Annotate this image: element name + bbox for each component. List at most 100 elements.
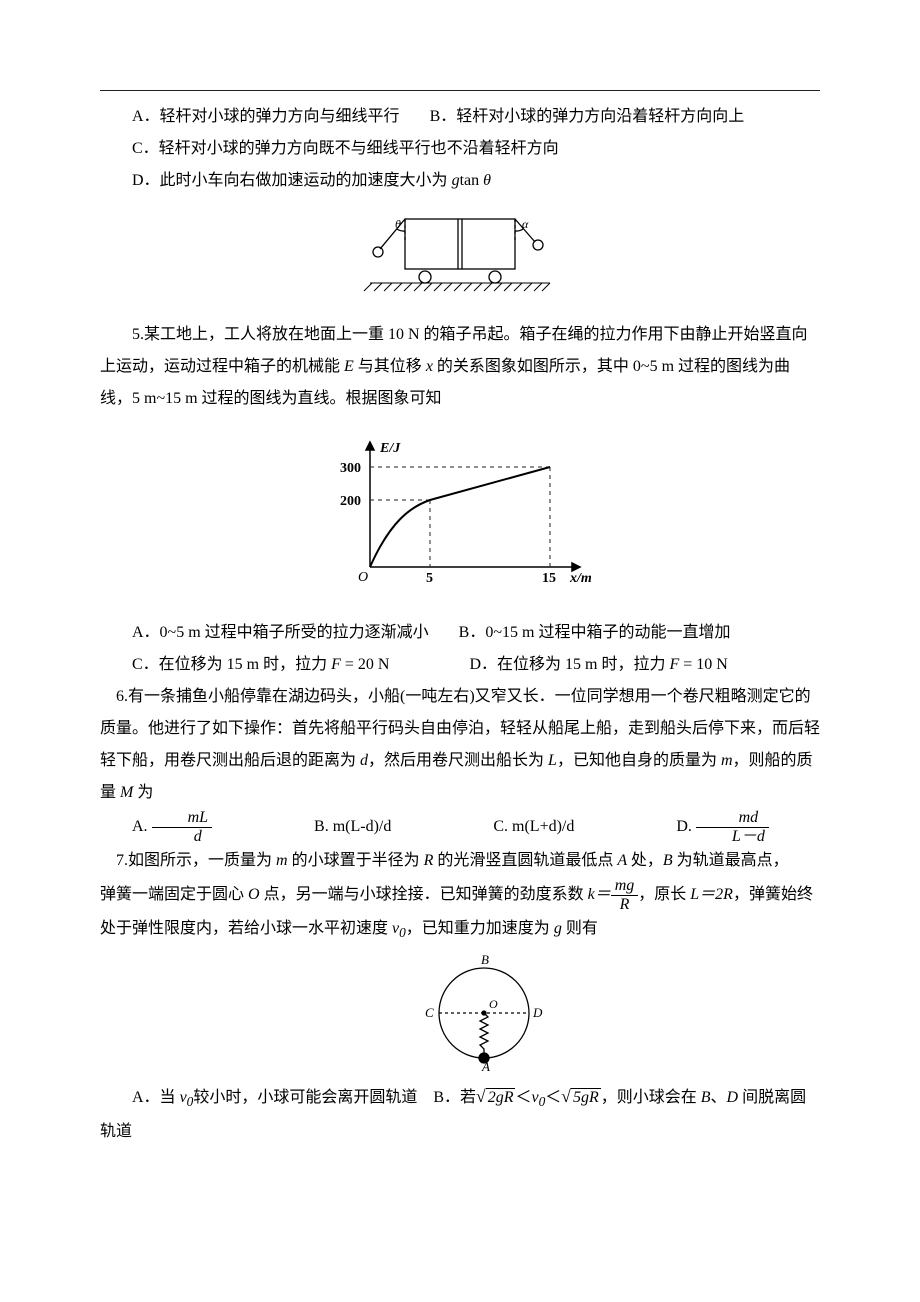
q4-d-theta: θ [483,172,491,189]
q4-opt-a: A．轻杆对小球的弹力方向与细线平行 [100,101,400,133]
q5-opts-row1: A．0~5 m 过程中箱子所受的拉力逐渐减小 B．0~15 m 过程中箱子的动能… [100,617,820,649]
q6-p5: 为 [137,784,153,801]
top-rule [100,90,820,91]
q5-c-f: F [331,656,345,673]
svg-text:O: O [489,997,498,1011]
q7-ob-s2: 5gR [571,1088,601,1106]
svg-text:5: 5 [426,571,433,586]
q7-p1b: 的小球置于半径为 [292,852,424,869]
q7-m: m [276,852,292,869]
svg-text:D: D [532,1005,543,1020]
q6-p3: ，已知他自身的质量为 [557,752,721,769]
q7-opts: A．当 v0较小时，小球可能会离开圆轨道 B．若√2gR＜v0＜√5gR，则小球… [100,1079,820,1148]
q4-diagram-wrap: θ α [100,209,820,299]
q6-m: m [721,752,733,769]
q7-p1e: 为轨道最高点， [677,852,789,869]
q6-opt-b: B. m(L-d)/d [282,811,391,843]
q4-opt-d: D．此时小车向右做加速运动的加速度大小为 gtan θ [100,165,820,197]
q4-cart-diagram: θ α [350,209,570,299]
q6-stem: 6.有一条捕鱼小船停靠在湖边码头，小船(一吨左右)又窄又长．一位同学想用一个卷尺… [100,681,820,809]
q5-chart: E/J x/m O 300 200 5 15 [310,427,610,597]
q6-d-den: L－d [696,828,769,846]
q6-d-num: md [696,809,769,828]
q5-opt-d: D．在位移为 15 m 时，拉力 F = 10 N [469,649,727,681]
q7-k: k＝ [588,886,611,903]
svg-text:300: 300 [340,461,361,476]
q5-stem: 5.某工地上，工人将放在地面上一重 10 N 的箱子吊起。箱子在绳的拉力作用下由… [100,319,820,415]
q7-oa-mid: 较小时，小球可能会离开圆轨道 [193,1089,417,1106]
q6-p2: ，然后用卷尺测出船长为 [368,752,548,769]
q7-p2a: 弹簧一端固定于圆心 [100,886,248,903]
q6-opt-c: C. m(L+d)/d [461,811,574,843]
q7-circle-diagram: B A C D O [419,953,549,1073]
q7-R: R [424,852,438,869]
q7-num: 7. [116,852,128,869]
q7-g: g [554,920,566,937]
q4-d-g: g [452,172,460,189]
q7-sub0: 0 [399,926,406,941]
q6-a-num: mL [152,809,212,828]
q7-Leq: L＝2R [690,886,733,903]
q6-M: M [120,784,137,801]
q4-opt-b: B．轻杆对小球的弹力方向沿着轻杆方向向上 [430,101,745,133]
q7-p1c: 的光滑竖直圆轨道最低点 [437,852,617,869]
q7-p2c: ，原长 [638,886,690,903]
q7-knum: mg [611,877,639,896]
q5-c-pre: C．在位移为 15 m 时，拉力 [132,656,331,673]
q7-p2b: 点，另一端与小球拴接．已知弹簧的劲度系数 [264,886,588,903]
q6-d-lab: D. [676,818,696,835]
q5-d-eq: = 10 N [683,656,728,673]
svg-text:B: B [481,953,489,967]
q7-p2f: 则有 [566,920,598,937]
q5-opt-c: C．在位移为 15 m 时，拉力 F = 20 N [100,649,389,681]
q7-oa-pre: A．当 [132,1089,180,1106]
q7-ob-s1: 2gR [486,1088,516,1106]
q7-kden: R [611,896,639,914]
q7-diagram-wrap: B A C D O [148,953,820,1073]
q7-oa-v: v [180,1089,187,1106]
q6-opts: A. mLd B. m(L-d)/d C. m(L+d)/d D. mdL－d [100,809,820,845]
q5-d-pre: D．在位移为 15 m 时，拉力 [469,656,669,673]
q7-ob-v: v [532,1089,539,1106]
q7-p1d: 处， [631,852,663,869]
q7-p1a: 如图所示，一质量为 [128,852,276,869]
q7-stem2: 弹簧一端固定于圆心 O 点，另一端与小球拴接．已知弹簧的劲度系数 k＝mgR，原… [100,877,820,947]
q6-num: 6. [116,688,128,705]
q7-ob-lt1: ＜ [515,1089,531,1106]
q6-a-lab: A. [132,818,148,835]
q7-ob-mid: ，则小球会在 [601,1089,701,1106]
q5-opts-row2: C．在位移为 15 m 时，拉力 F = 20 N D．在位移为 15 m 时，… [100,649,820,681]
q7-ob-sep: 、 [711,1089,727,1106]
q5-x: x [426,358,437,375]
svg-text:θ: θ [395,217,401,231]
q6-a-den: d [152,828,212,846]
q6-L: L [548,752,557,769]
svg-text:200: 200 [340,494,361,509]
svg-text:C: C [425,1005,434,1020]
svg-text:x/m: x/m [569,571,592,586]
q6-d: d [360,752,368,769]
q7-p2e: ，已知重力加速度为 [406,920,554,937]
q7-O: O [248,886,264,903]
q7-ob-Dl: D [727,1089,743,1106]
q5-chart-wrap: E/J x/m O 300 200 5 15 [100,427,820,597]
q7-ob-pre: B．若 [433,1089,476,1106]
svg-text:A: A [481,1059,490,1073]
q7-A: A [617,852,630,869]
q7-ob-Bl: B [701,1089,711,1106]
q5-opt-a: A．0~5 m 过程中箱子所受的拉力逐渐减小 [100,617,429,649]
q7-B: B [663,852,677,869]
q4-opt-c: C．轻杆对小球的弹力方向既不与细线平行也不沿着轻杆方向 [100,133,820,165]
svg-text:15: 15 [542,571,556,586]
svg-text:α: α [522,217,529,231]
q4-d-pre: D．此时小车向右做加速运动的加速度大小为 [132,172,452,189]
q5-num: 5. [132,326,144,343]
q5-c-eq: = 20 N [345,656,390,673]
q5-d-f: F [670,656,684,673]
q6-opt-a: A. mLd [100,809,212,845]
q5-opt-b: B．0~15 m 过程中箱子的动能一直增加 [459,617,731,649]
svg-text:O: O [358,570,368,585]
q7-stem1: 7.如图所示，一质量为 m 的小球置于半径为 R 的光滑竖直圆轨道最低点 A 处… [100,845,820,877]
q4-d-tan: tan [460,172,484,189]
q5-mid: 与其位移 [358,358,426,375]
